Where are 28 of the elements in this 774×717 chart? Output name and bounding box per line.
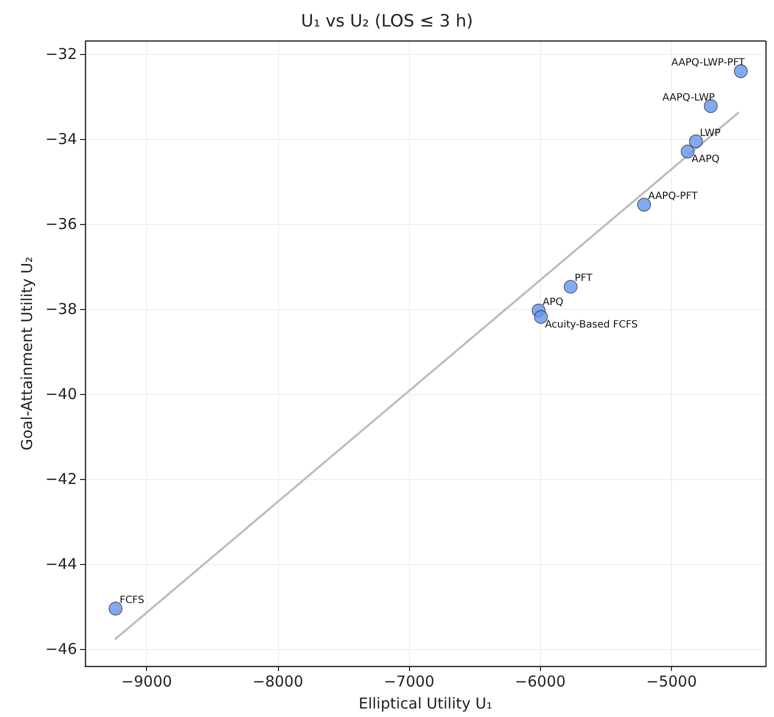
y-tick-label: −34: [45, 130, 77, 148]
y-tick-label: −42: [45, 470, 77, 488]
x-tick-label: −9000: [121, 672, 172, 690]
point: [689, 134, 703, 148]
point: [564, 280, 578, 294]
annotation: AAPQ-PFT: [648, 191, 698, 202]
annotation: FCFS: [120, 595, 144, 606]
point: [108, 602, 122, 616]
y-axis-title: Goal-Attainment Utility U₂: [18, 256, 36, 450]
x-tick-label: −7000: [384, 672, 434, 690]
chart-title: U₁ vs U₂ (LOS ≤ 3 h): [301, 12, 473, 32]
x-tick-label: −8000: [252, 672, 304, 690]
annotation: Acuity-Based FCFS: [544, 319, 638, 330]
x-axis-title: Elliptical Utility U₁: [358, 694, 492, 712]
y-tick-label: −46: [45, 640, 77, 658]
y-tick-label: −32: [45, 44, 77, 63]
annotation: LWP: [700, 128, 721, 139]
annotation: AAPQ-LWP: [662, 92, 715, 104]
y-tick-label: −36: [45, 214, 77, 233]
annotation: AAPQ: [692, 154, 720, 166]
y-tick-label: −38: [45, 300, 77, 318]
x-tick-label: −6000: [514, 672, 566, 690]
annotation: APQ: [542, 297, 564, 308]
x-tick-label: −5000: [646, 672, 697, 690]
annotation: PFT: [574, 273, 594, 284]
annotation: AAPQ-LWP-PFT: [671, 58, 746, 69]
y-tick-label: −40: [45, 384, 77, 403]
y-tick-label: −44: [45, 554, 77, 573]
